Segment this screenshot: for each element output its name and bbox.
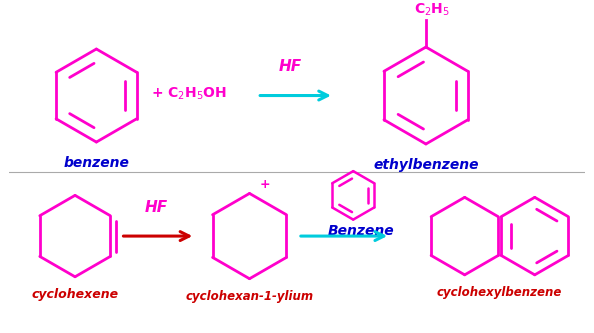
Text: cyclohexylbenzene: cyclohexylbenzene (437, 286, 563, 299)
Text: + C$_2$H$_5$OH: + C$_2$H$_5$OH (151, 85, 226, 102)
Text: cyclohexene: cyclohexene (31, 288, 119, 301)
Text: Benzene: Benzene (328, 224, 394, 238)
Text: HF: HF (279, 59, 302, 74)
Text: +: + (259, 178, 270, 191)
Text: benzene: benzene (64, 156, 129, 169)
Text: cyclohexan-1-ylium: cyclohexan-1-ylium (185, 290, 314, 303)
Text: C$_2$H$_5$: C$_2$H$_5$ (414, 2, 450, 18)
Text: HF: HF (145, 200, 168, 215)
Text: ethylbenzene: ethylbenzene (373, 158, 479, 171)
